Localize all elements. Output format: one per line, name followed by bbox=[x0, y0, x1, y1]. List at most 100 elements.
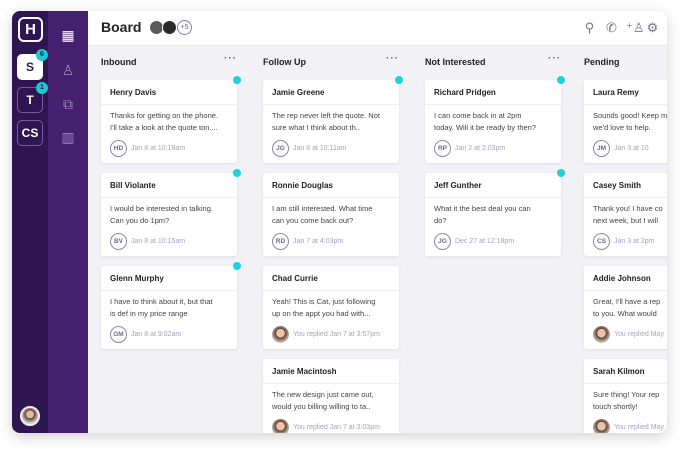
lead-message: Thank you! I have co next week, but I wi… bbox=[593, 204, 663, 225]
lead-timestamp: Dec 27 at 12:18pm bbox=[455, 238, 515, 245]
unread-dot bbox=[233, 169, 241, 177]
lead-timestamp: Jan 3 at 10 bbox=[614, 145, 649, 152]
lead-timestamp: You replied May bbox=[614, 331, 664, 338]
lead-message: Thanks for getting on the phone. I'll ta… bbox=[110, 111, 218, 132]
lead-name: Jeff Gunther bbox=[425, 173, 561, 198]
lead-initials-avatar: JG bbox=[272, 140, 289, 157]
lead-message: I have to think about it, but that is de… bbox=[110, 297, 213, 318]
column-menu-icon[interactable]: ··· bbox=[548, 53, 561, 64]
lead-card[interactable]: Casey Smith Thank you! I have co next wee… bbox=[584, 173, 667, 256]
user-avatar[interactable] bbox=[20, 406, 40, 426]
column-title: Inbound bbox=[101, 57, 137, 67]
conversations-icon[interactable]: ⧉ bbox=[63, 96, 73, 112]
workspace-rail: H S 6 T 1 CS bbox=[12, 11, 48, 433]
column-menu-icon[interactable]: ··· bbox=[224, 53, 237, 64]
reports-icon[interactable]: ▥ bbox=[61, 129, 75, 145]
workspace-label: T bbox=[26, 93, 34, 107]
workspace-label: S bbox=[25, 60, 34, 74]
lead-name: Sarah Kilmon bbox=[584, 359, 667, 384]
workspace-label: CS bbox=[21, 126, 39, 140]
lead-timestamp: Jan 8 at 10:18am bbox=[131, 145, 186, 152]
workspace-cs[interactable]: CS bbox=[17, 120, 43, 146]
lead-message: Sure thing! Your rep touch shortly! bbox=[593, 390, 660, 411]
lead-card[interactable]: Chad Currie Yeah! This is Cat, just follo… bbox=[263, 266, 399, 349]
lead-card[interactable]: Richard Pridgen I can come back in at 2pm… bbox=[425, 76, 565, 163]
lead-card[interactable]: Addie Johnson Great, I'll have a rep to y… bbox=[584, 266, 667, 349]
lead-initials-avatar: BV bbox=[110, 233, 127, 250]
agent-avatar bbox=[593, 326, 610, 343]
lead-name: Ronnie Douglas bbox=[263, 173, 399, 198]
lead-timestamp: You replied May bbox=[614, 424, 664, 431]
grid-icon[interactable]: ▦ bbox=[61, 27, 75, 43]
lead-message: I would be interested in talking. Can yo… bbox=[110, 204, 213, 225]
unread-dot bbox=[395, 76, 403, 84]
lead-card[interactable]: Bill Violante I would be interested in ta… bbox=[101, 169, 241, 256]
app-window: H S 6 T 1 CS ▦ ♙ ⧉ ▥ Board +5 ⚲ ✆ ⁺♙ ⚙ Inbou… bbox=[12, 11, 667, 433]
column-menu-icon[interactable]: ··· bbox=[386, 53, 399, 64]
column-pending: Pending Laura Remy Sounds good! Keep m we'… bbox=[584, 46, 667, 433]
lead-name: Jamie Macintosh bbox=[263, 359, 399, 384]
column-follow-up: Follow Up ··· Jamie Greene The rep never le… bbox=[263, 46, 403, 433]
lead-initials-avatar: CS bbox=[593, 233, 610, 250]
notification-badge: 1 bbox=[36, 82, 48, 94]
lead-timestamp: Jan 8 at 10:11am bbox=[293, 145, 347, 152]
phone-icon[interactable]: ✆ bbox=[606, 20, 617, 35]
lead-card[interactable]: Laura Remy Sounds good! Keep m we'd love … bbox=[584, 80, 667, 163]
lead-name: Henry Davis bbox=[101, 80, 237, 105]
member-avatar[interactable] bbox=[162, 20, 177, 35]
lead-message: The rep never left the quote. Not sure w… bbox=[272, 111, 380, 132]
agent-avatar bbox=[593, 419, 610, 433]
search-icon[interactable]: ⚲ bbox=[584, 20, 595, 35]
contacts-icon[interactable]: ♙ bbox=[61, 62, 75, 78]
column-header: Follow Up ··· bbox=[263, 46, 399, 80]
lead-name: Jamie Greene bbox=[263, 80, 399, 105]
column-header: Pending bbox=[584, 46, 667, 80]
page-title: Board bbox=[101, 19, 142, 35]
lead-initials-avatar: RP bbox=[434, 140, 451, 157]
lead-card[interactable]: Jamie Macintosh The new design just came … bbox=[263, 359, 399, 433]
nav-sidebar: ▦ ♙ ⧉ ▥ bbox=[48, 11, 88, 433]
lead-message: The new design just came out, would you … bbox=[272, 390, 374, 411]
lead-name: Chad Currie bbox=[263, 266, 399, 291]
notification-badge: 6 bbox=[36, 49, 48, 61]
lead-card[interactable]: Jamie Greene The rep never left the quote… bbox=[263, 76, 403, 163]
unread-dot bbox=[557, 169, 565, 177]
column-title: Pending bbox=[584, 57, 620, 67]
column-header: Inbound ··· bbox=[101, 46, 237, 80]
header: Board +5 ⚲ ✆ ⁺♙ ⚙ bbox=[88, 11, 667, 46]
gear-icon[interactable]: ⚙ bbox=[646, 20, 659, 35]
lead-message: What it the best deal you can do? bbox=[434, 204, 531, 225]
lead-initials-avatar: HD bbox=[110, 140, 127, 157]
agent-avatar bbox=[272, 419, 289, 433]
lead-initials-avatar: JG bbox=[434, 233, 451, 250]
column-inbound: Inbound ··· Henry Davis Thanks for getting … bbox=[101, 46, 241, 359]
lead-card[interactable]: Sarah Kilmon Sure thing! Your rep touch s… bbox=[584, 359, 667, 433]
lead-message: Sounds good! Keep m we'd love to help. bbox=[593, 111, 667, 132]
column-title: Follow Up bbox=[263, 57, 306, 67]
lead-timestamp: Jan 7 at 4:03pm bbox=[293, 238, 344, 245]
lead-timestamp: Jan 8 at 10:15am bbox=[131, 238, 186, 245]
lead-timestamp: Jan 3 at 2pm bbox=[614, 238, 655, 245]
lead-timestamp: You replied Jan 7 at 3:57pm bbox=[293, 331, 380, 338]
lead-name: Laura Remy bbox=[584, 80, 667, 105]
lead-card[interactable]: Glenn Murphy I have to think about it, bu… bbox=[101, 262, 241, 349]
lead-message: I am still interested. What time can you… bbox=[272, 204, 373, 225]
unread-dot bbox=[557, 76, 565, 84]
lead-name: Richard Pridgen bbox=[425, 80, 561, 105]
lead-card[interactable]: Ronnie Douglas I am still interested. Wha… bbox=[263, 173, 399, 256]
lead-name: Addie Johnson bbox=[584, 266, 667, 291]
more-members-badge[interactable]: +5 bbox=[177, 20, 192, 35]
lead-initials-avatar: GM bbox=[110, 326, 127, 343]
agent-avatar bbox=[272, 326, 289, 343]
add-user-icon[interactable]: ⁺♙ bbox=[626, 20, 645, 35]
lead-message: Yeah! This is Cat, just following up on … bbox=[272, 297, 376, 318]
lead-name: Bill Violante bbox=[101, 173, 237, 198]
unread-dot bbox=[233, 76, 241, 84]
lead-card[interactable]: Jeff Gunther What it the best deal you ca… bbox=[425, 169, 565, 256]
app-logo[interactable]: H bbox=[18, 17, 43, 42]
lead-message: I can come back in at 2pm today. Will it… bbox=[434, 111, 536, 132]
lead-card[interactable]: Henry Davis Thanks for getting on the pho… bbox=[101, 76, 241, 163]
lead-name: Glenn Murphy bbox=[101, 266, 237, 291]
